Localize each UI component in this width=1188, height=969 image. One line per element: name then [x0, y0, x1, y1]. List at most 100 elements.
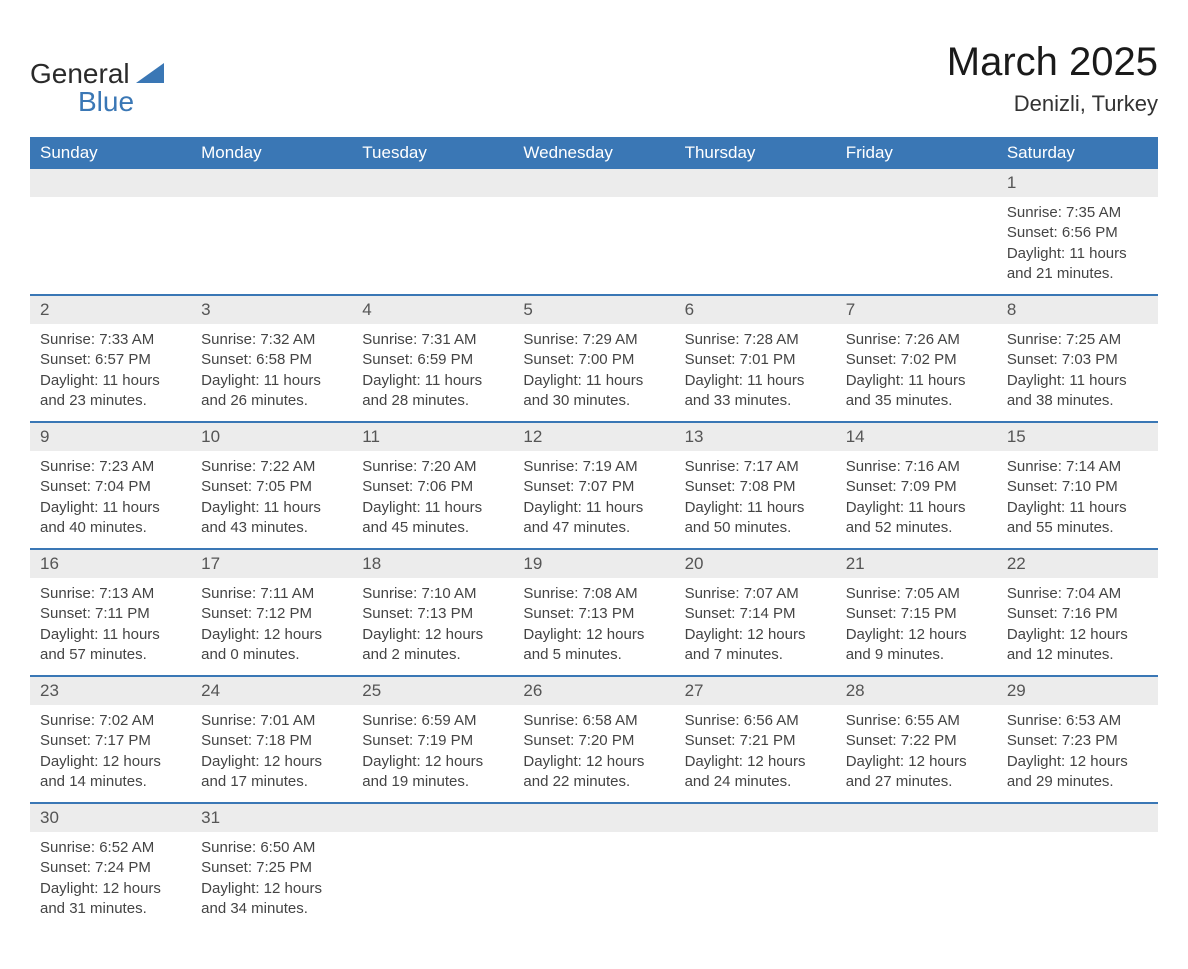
daylight-line2: and 38 minutes. [1007, 391, 1148, 411]
sunset-line: Sunset: 7:12 PM [201, 604, 342, 624]
daylight-line1: Daylight: 11 hours [1007, 498, 1148, 518]
sunrise-line: Sunrise: 7:28 AM [685, 330, 826, 350]
sunset-line: Sunset: 7:22 PM [846, 731, 987, 751]
daylight-line2: and 24 minutes. [685, 772, 826, 792]
day-number: 1 [997, 169, 1158, 197]
day-number [352, 169, 513, 197]
sunrise-line: Sunrise: 6:55 AM [846, 711, 987, 731]
sunrise-line: Sunrise: 7:29 AM [523, 330, 664, 350]
daylight-line1: Daylight: 11 hours [201, 498, 342, 518]
sunset-line: Sunset: 7:13 PM [362, 604, 503, 624]
sunset-line: Sunset: 6:56 PM [1007, 223, 1148, 243]
daylight-line2: and 28 minutes. [362, 391, 503, 411]
day-number: 30 [30, 803, 191, 832]
daylight-line2: and 5 minutes. [523, 645, 664, 665]
daylight-line2: and 50 minutes. [685, 518, 826, 538]
sunset-line: Sunset: 7:20 PM [523, 731, 664, 751]
sunset-line: Sunset: 7:18 PM [201, 731, 342, 751]
day-number: 16 [30, 549, 191, 578]
weekday-saturday: Saturday [997, 137, 1158, 169]
day-cell: Sunrise: 7:07 AMSunset: 7:14 PMDaylight:… [675, 578, 836, 676]
day-number: 29 [997, 676, 1158, 705]
day-cell: Sunrise: 6:50 AMSunset: 7:25 PMDaylight:… [191, 832, 352, 929]
sunrise-line: Sunrise: 6:52 AM [40, 838, 181, 858]
day-number [191, 169, 352, 197]
daylight-line1: Daylight: 11 hours [201, 371, 342, 391]
sunrise-line: Sunrise: 7:11 AM [201, 584, 342, 604]
day-number: 8 [997, 295, 1158, 324]
sunrise-line: Sunrise: 6:59 AM [362, 711, 503, 731]
day-number: 27 [675, 676, 836, 705]
day-cell [675, 197, 836, 295]
daylight-line1: Daylight: 12 hours [523, 752, 664, 772]
day-cell: Sunrise: 6:58 AMSunset: 7:20 PMDaylight:… [513, 705, 674, 803]
daylight-line1: Daylight: 11 hours [1007, 244, 1148, 264]
daylight-line1: Daylight: 12 hours [201, 879, 342, 899]
daylight-line1: Daylight: 11 hours [523, 498, 664, 518]
sunrise-line: Sunrise: 7:32 AM [201, 330, 342, 350]
day-number: 11 [352, 422, 513, 451]
day-number: 23 [30, 676, 191, 705]
title-block: March 2025 Denizli, Turkey [947, 40, 1158, 117]
daylight-line2: and 12 minutes. [1007, 645, 1148, 665]
sunset-line: Sunset: 7:11 PM [40, 604, 181, 624]
daylight-line2: and 2 minutes. [362, 645, 503, 665]
daylight-line1: Daylight: 12 hours [523, 625, 664, 645]
day-number: 14 [836, 422, 997, 451]
week-4-details-row: Sunrise: 7:02 AMSunset: 7:17 PMDaylight:… [30, 705, 1158, 803]
week-3-details-row: Sunrise: 7:13 AMSunset: 7:11 PMDaylight:… [30, 578, 1158, 676]
day-number: 4 [352, 295, 513, 324]
daylight-line1: Daylight: 12 hours [1007, 625, 1148, 645]
daylight-line2: and 27 minutes. [846, 772, 987, 792]
daylight-line1: Daylight: 12 hours [846, 752, 987, 772]
sunset-line: Sunset: 7:06 PM [362, 477, 503, 497]
daylight-line1: Daylight: 12 hours [1007, 752, 1148, 772]
daylight-line2: and 9 minutes. [846, 645, 987, 665]
daylight-line2: and 26 minutes. [201, 391, 342, 411]
daylight-line2: and 52 minutes. [846, 518, 987, 538]
sunset-line: Sunset: 7:04 PM [40, 477, 181, 497]
weekday-monday: Monday [191, 137, 352, 169]
sunset-line: Sunset: 7:16 PM [1007, 604, 1148, 624]
day-cell: Sunrise: 7:32 AMSunset: 6:58 PMDaylight:… [191, 324, 352, 422]
sunset-line: Sunset: 7:09 PM [846, 477, 987, 497]
month-title: March 2025 [947, 40, 1158, 85]
daylight-line1: Daylight: 12 hours [846, 625, 987, 645]
daylight-line2: and 40 minutes. [40, 518, 181, 538]
day-cell [675, 832, 836, 929]
day-cell: Sunrise: 7:04 AMSunset: 7:16 PMDaylight:… [997, 578, 1158, 676]
day-cell [30, 197, 191, 295]
sunrise-line: Sunrise: 7:26 AM [846, 330, 987, 350]
day-number: 31 [191, 803, 352, 832]
daylight-line1: Daylight: 11 hours [362, 371, 503, 391]
day-number: 10 [191, 422, 352, 451]
weekday-tuesday: Tuesday [352, 137, 513, 169]
day-number: 22 [997, 549, 1158, 578]
day-cell: Sunrise: 7:26 AMSunset: 7:02 PMDaylight:… [836, 324, 997, 422]
sunrise-line: Sunrise: 7:10 AM [362, 584, 503, 604]
sunrise-line: Sunrise: 7:14 AM [1007, 457, 1148, 477]
daylight-line2: and 35 minutes. [846, 391, 987, 411]
daylight-line2: and 19 minutes. [362, 772, 503, 792]
day-cell [836, 197, 997, 295]
daylight-line2: and 55 minutes. [1007, 518, 1148, 538]
week-1-details-row: Sunrise: 7:33 AMSunset: 6:57 PMDaylight:… [30, 324, 1158, 422]
day-cell: Sunrise: 7:20 AMSunset: 7:06 PMDaylight:… [352, 451, 513, 549]
day-cell: Sunrise: 7:19 AMSunset: 7:07 PMDaylight:… [513, 451, 674, 549]
sunrise-line: Sunrise: 7:31 AM [362, 330, 503, 350]
day-cell: Sunrise: 6:52 AMSunset: 7:24 PMDaylight:… [30, 832, 191, 929]
day-number: 5 [513, 295, 674, 324]
brand-line2: Blue [78, 88, 164, 116]
day-cell [513, 197, 674, 295]
day-number: 28 [836, 676, 997, 705]
day-cell: Sunrise: 7:28 AMSunset: 7:01 PMDaylight:… [675, 324, 836, 422]
sunrise-line: Sunrise: 7:04 AM [1007, 584, 1148, 604]
day-cell: Sunrise: 7:35 AMSunset: 6:56 PMDaylight:… [997, 197, 1158, 295]
sunset-line: Sunset: 7:17 PM [40, 731, 181, 751]
day-cell: Sunrise: 7:16 AMSunset: 7:09 PMDaylight:… [836, 451, 997, 549]
day-number: 24 [191, 676, 352, 705]
daylight-line2: and 45 minutes. [362, 518, 503, 538]
week-0-details-row: Sunrise: 7:35 AMSunset: 6:56 PMDaylight:… [30, 197, 1158, 295]
day-number: 21 [836, 549, 997, 578]
calendar-body: 1Sunrise: 7:35 AMSunset: 6:56 PMDaylight… [30, 169, 1158, 929]
